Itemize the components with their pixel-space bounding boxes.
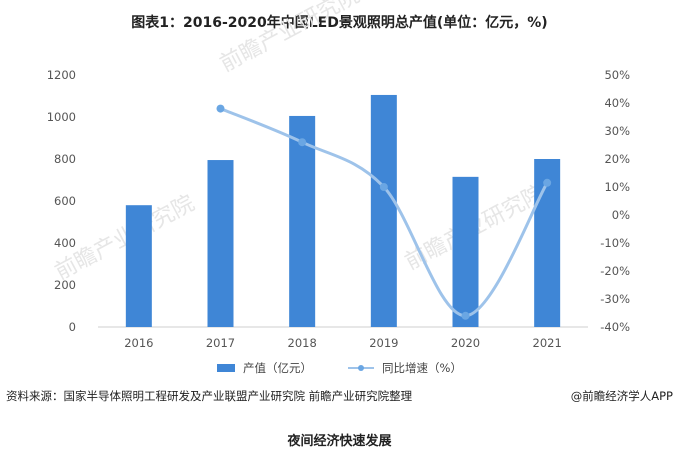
left-tick-label: 800 <box>54 152 76 166</box>
left-tick-label: 200 <box>54 278 76 292</box>
legend-label-bar: 产值（亿元） <box>243 361 313 375</box>
right-tick-label: 40% <box>604 96 630 110</box>
chart-legend: 产值（亿元） 同比增速（%） <box>0 360 679 376</box>
x-tick-label: 2016 <box>124 336 153 350</box>
chart-canvas: 前瞻产业研究院前瞻产业研究院前瞻产业研究院0200400600800100012… <box>47 0 630 350</box>
x-tick-label: 2020 <box>451 336 480 350</box>
legend-label-line: 同比增速（%） <box>382 361 462 375</box>
bar-2021 <box>534 159 561 327</box>
right-tick-label: 20% <box>604 152 630 166</box>
legend-item-bar: 产值（亿元） <box>217 360 312 376</box>
right-tick-label: -10% <box>600 236 630 250</box>
legend-line-swatch <box>348 363 375 373</box>
left-tick-label: 600 <box>54 194 76 208</box>
bar-2020 <box>452 176 479 327</box>
growth-line <box>219 107 549 318</box>
x-tick-label: 2021 <box>533 336 562 350</box>
right-tick-label: 0% <box>612 208 630 222</box>
x-tick-label: 2017 <box>206 336 235 350</box>
growth-point-2019 <box>379 183 388 191</box>
bar-2018 <box>289 115 316 327</box>
growth-point-2018 <box>298 138 307 147</box>
chart-title: 图表1：2016-2020年中国LED景观照明总产值(单位：亿元，%) <box>131 15 548 31</box>
source-note: 资料来源：国家半导体照明工程研发及产业联盟产业研究院 前瞻产业研究院整理 <box>6 389 413 403</box>
left-tick-label: 1200 <box>47 68 76 82</box>
bar-2016 <box>125 205 152 327</box>
left-tick-label: 0 <box>69 320 76 334</box>
legend-bar-swatch <box>217 364 236 372</box>
growth-point-2021 <box>543 178 552 187</box>
x-tick-label: 2018 <box>288 336 317 350</box>
x-tick-label: 2019 <box>369 336 398 350</box>
right-tick-label: 50% <box>604 68 630 82</box>
left-tick-label: 1000 <box>47 110 76 124</box>
legend-item-line: 同比增速（%） <box>348 360 462 376</box>
right-tick-label: -40% <box>600 320 630 334</box>
right-tick-label: -20% <box>600 264 630 278</box>
bar-2017 <box>207 160 234 327</box>
right-tick-label: -30% <box>600 292 630 306</box>
right-tick-label: 10% <box>604 180 630 194</box>
chart-card: 图表1：2016-2020年中国LED景观照明总产值(单位：亿元，%) 前瞻产业… <box>0 0 679 403</box>
bar-2019 <box>370 94 397 327</box>
left-tick-label: 400 <box>54 236 76 250</box>
right-tick-label: 30% <box>604 124 630 138</box>
watermark-0: 前瞻产业研究院 <box>216 0 364 77</box>
growth-point-2020 <box>461 311 470 320</box>
credit-note: @前瞻经济学人APP <box>570 389 673 403</box>
figure-caption: 夜间经济快速发展 <box>287 434 392 449</box>
growth-point-2017 <box>216 104 225 113</box>
